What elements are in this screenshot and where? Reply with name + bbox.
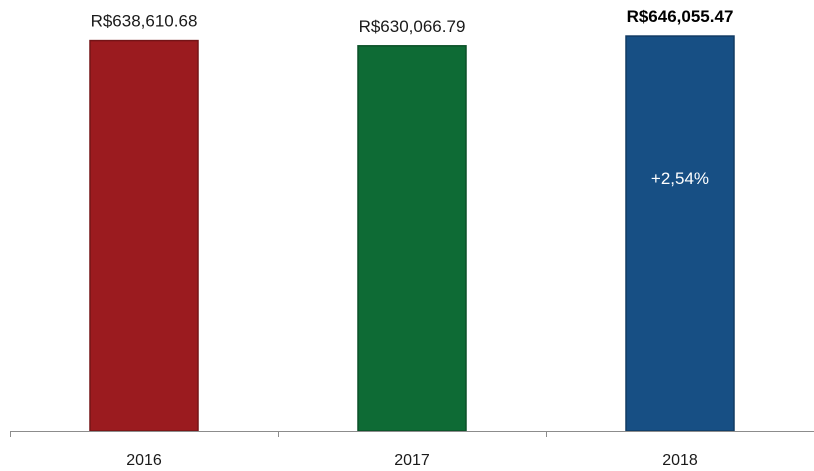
change-annotation: +2,54% (651, 169, 709, 188)
x-tick-label-2016: 2016 (126, 452, 162, 469)
annotations-group: +2,54% (651, 169, 709, 188)
value-label-2017: R$630,066.79 (359, 17, 466, 36)
x-axis-tick-labels-group: 2016 2017 2018 (126, 452, 698, 469)
bar-2018 (625, 35, 735, 432)
value-label-2016: R$638,610.68 (91, 12, 198, 31)
bar-2017 (357, 45, 467, 432)
value-labels-group: R$638,610.68 R$630,066.79 R$646,055.47 (91, 7, 734, 36)
bar-2016 (89, 39, 199, 432)
x-tick-label-2017: 2017 (394, 452, 430, 469)
x-axis-ticks-group (10, 431, 547, 437)
x-tick-label-2018: 2018 (662, 452, 698, 469)
value-label-2018: R$646,055.47 (627, 7, 734, 26)
bars-group (89, 35, 735, 432)
